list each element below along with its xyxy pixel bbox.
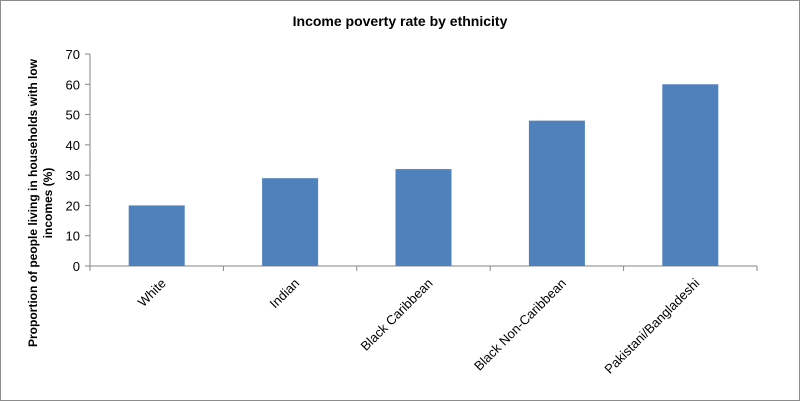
bar	[128, 205, 185, 266]
y-tick-label: 60	[66, 77, 80, 92]
y-tick-label: 70	[66, 47, 80, 62]
bar	[395, 169, 452, 266]
bar	[662, 84, 719, 267]
y-tick-label: 0	[73, 259, 80, 274]
y-tick-label: 20	[66, 198, 80, 213]
y-tick-label: 50	[66, 108, 80, 123]
chart-title: Income poverty rate by ethnicity	[292, 13, 508, 29]
bar	[262, 178, 319, 266]
bar	[528, 120, 585, 266]
y-tick-label: 30	[66, 168, 80, 183]
x-tick-label: Black Non-Caribbean	[471, 276, 569, 374]
x-tick-label: Pakistani/Bangladeshi	[601, 275, 702, 376]
y-tick-label: 40	[66, 138, 80, 153]
x-tick-label: Black Caribbean	[358, 276, 436, 354]
x-tick-label: White	[135, 276, 169, 310]
y-tick-label: 10	[66, 229, 80, 244]
x-tick-label: Indian	[267, 276, 303, 312]
